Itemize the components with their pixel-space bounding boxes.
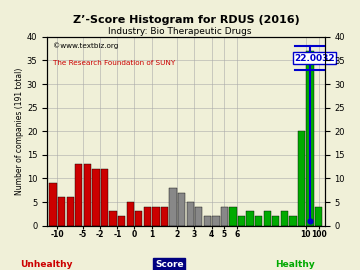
Bar bbox=[84, 164, 91, 226]
Bar bbox=[101, 169, 108, 226]
Bar bbox=[109, 211, 117, 226]
Text: Healthy: Healthy bbox=[275, 260, 315, 269]
Bar bbox=[144, 207, 151, 226]
Bar bbox=[238, 216, 245, 226]
Text: 22.0032: 22.0032 bbox=[294, 54, 335, 63]
Bar bbox=[195, 207, 202, 226]
Bar bbox=[212, 216, 220, 226]
Bar bbox=[306, 51, 314, 226]
Bar bbox=[315, 207, 322, 226]
Bar bbox=[204, 216, 211, 226]
Bar bbox=[289, 216, 297, 226]
Bar bbox=[170, 188, 177, 226]
Bar bbox=[49, 183, 57, 226]
Bar bbox=[281, 211, 288, 226]
Bar bbox=[264, 211, 271, 226]
Bar bbox=[118, 216, 125, 226]
Y-axis label: Number of companies (191 total): Number of companies (191 total) bbox=[15, 68, 24, 195]
Title: Z’-Score Histogram for RDUS (2016): Z’-Score Histogram for RDUS (2016) bbox=[72, 15, 299, 25]
Bar bbox=[58, 197, 65, 226]
Bar bbox=[255, 216, 262, 226]
Bar bbox=[92, 169, 100, 226]
Text: Industry: Bio Therapeutic Drugs: Industry: Bio Therapeutic Drugs bbox=[108, 27, 252, 36]
Bar bbox=[298, 131, 305, 226]
Bar bbox=[186, 202, 194, 226]
Bar bbox=[67, 197, 74, 226]
Bar bbox=[247, 211, 254, 226]
Text: Score: Score bbox=[155, 260, 184, 269]
Text: The Research Foundation of SUNY: The Research Foundation of SUNY bbox=[53, 60, 175, 66]
Text: Unhealthy: Unhealthy bbox=[21, 260, 73, 269]
Text: ©www.textbiz.org: ©www.textbiz.org bbox=[53, 43, 118, 49]
Bar bbox=[178, 193, 185, 226]
Bar bbox=[75, 164, 82, 226]
Bar bbox=[221, 207, 228, 226]
Bar bbox=[135, 211, 143, 226]
Bar bbox=[161, 207, 168, 226]
Bar bbox=[152, 207, 159, 226]
Bar bbox=[127, 202, 134, 226]
Bar bbox=[229, 207, 237, 226]
Bar bbox=[272, 216, 279, 226]
